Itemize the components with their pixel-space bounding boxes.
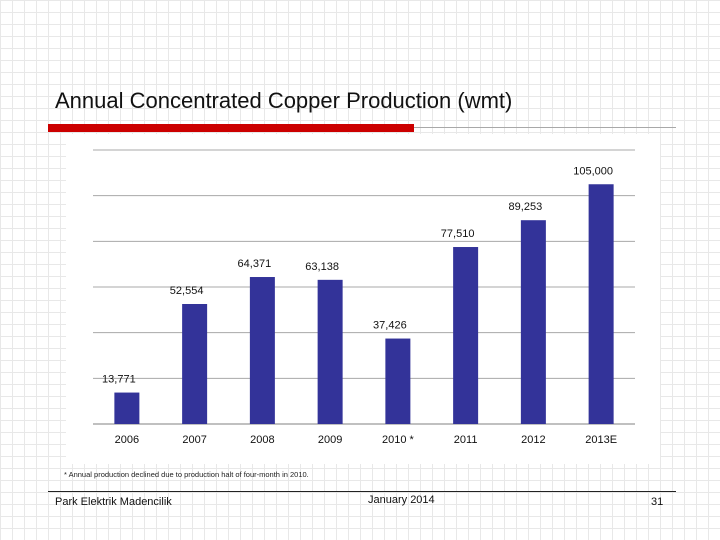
bar-2008 bbox=[249, 277, 275, 424]
bar-2012 bbox=[520, 220, 546, 424]
title-underline-rule bbox=[414, 127, 676, 128]
x-tick-label: 2013E bbox=[585, 434, 617, 446]
x-tick-label: 2011 bbox=[454, 434, 478, 446]
data-label: 89,253 bbox=[509, 201, 543, 213]
data-label: 64,371 bbox=[238, 258, 272, 270]
chart-panel bbox=[66, 134, 660, 464]
x-tick-label: 2007 bbox=[182, 434, 206, 446]
data-label: 13,771 bbox=[102, 374, 136, 386]
x-tick-label: 2006 bbox=[115, 434, 139, 446]
x-tick-label: 2010 * bbox=[382, 434, 415, 446]
footer-company-name: Park Elektrik Madencilik bbox=[55, 496, 172, 508]
footer-page-number: 31 bbox=[651, 496, 664, 508]
bar-2007 bbox=[182, 304, 208, 424]
footer-divider bbox=[48, 491, 676, 492]
data-label: 63,138 bbox=[305, 261, 339, 273]
data-label: 105,000 bbox=[573, 165, 613, 177]
data-label: 52,554 bbox=[170, 285, 204, 297]
title-underline-accent bbox=[48, 124, 414, 132]
data-label: 37,426 bbox=[373, 320, 407, 332]
production-bar-chart: 13,771 2006 52,554 2007 64,371 2008 63,138 2009… bbox=[93, 149, 635, 446]
slide-title: Annual Concentrated Copper Production (w… bbox=[55, 88, 513, 113]
data-label: 77,510 bbox=[441, 228, 475, 240]
bar-2011 bbox=[453, 247, 479, 424]
x-tick-label: 2012 bbox=[521, 434, 545, 446]
bar-2013e bbox=[588, 184, 614, 424]
x-tick-label: 2009 bbox=[318, 434, 342, 446]
bar-2009 bbox=[317, 279, 343, 424]
chart-footnote: * Annual production declined due to prod… bbox=[64, 470, 309, 479]
bar-2006 bbox=[114, 392, 140, 424]
footer-date: January 2014 bbox=[368, 494, 435, 506]
bar-2010 bbox=[385, 338, 411, 424]
x-tick-label: 2008 bbox=[250, 434, 274, 446]
